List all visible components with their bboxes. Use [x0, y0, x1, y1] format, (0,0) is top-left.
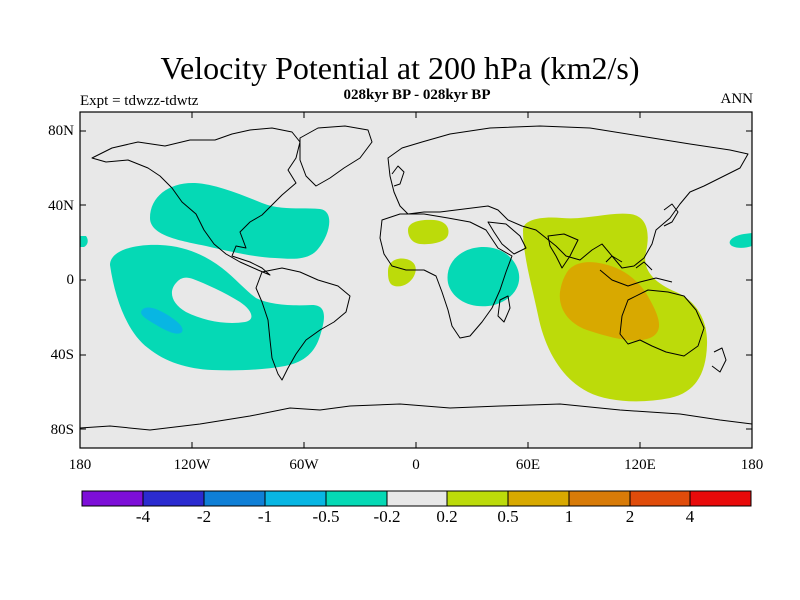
lon-tick-180e: 180: [740, 457, 764, 473]
colorbar: [81, 490, 752, 507]
lat-tick-40s: 40S: [50, 347, 74, 363]
map-title: Velocity Potential at 200 hPa (km2/s): [160, 50, 640, 86]
positive-region-west-africa: [388, 258, 416, 287]
lat-tick-0: 0: [66, 272, 75, 288]
colorbar-label: 4: [685, 507, 695, 526]
colorbar-swatch: [447, 491, 508, 506]
coastline-europe-asia: [387, 125, 749, 269]
lon-tick-60e: 60E: [515, 457, 541, 473]
coastline-indonesia: [599, 255, 673, 287]
colorbar-label: -0.2: [373, 507, 401, 526]
colorbar-swatch: [82, 491, 143, 506]
colorbar-swatch: [690, 491, 751, 506]
coastline-north-america: [91, 127, 301, 276]
lon-tick-60w: 60W: [289, 457, 319, 473]
experiment-label: Expt = tdwzz-tdwtz: [80, 93, 199, 109]
negative-region-east-edge: [729, 233, 752, 248]
colorbar-frame: [81, 490, 752, 507]
negative-anomaly-regions: [80, 182, 752, 371]
colorbar-swatch: [204, 491, 265, 506]
colorbar-swatch: [387, 491, 447, 506]
colorbar-label: 0.5: [497, 507, 519, 526]
period-label: ANN: [720, 91, 754, 107]
positive-anomaly-regions: [388, 213, 708, 402]
coastline-new-zealand: [711, 347, 727, 373]
negative-region-east-pacific: [110, 244, 324, 371]
coastlines: [79, 125, 753, 431]
coastline-arabia: [487, 221, 527, 255]
coastline-madagascar: [497, 295, 511, 323]
lat-tick-40n: 40N: [48, 198, 74, 214]
colorbar-label: -1: [257, 507, 273, 526]
colorbar-label: 2: [625, 507, 635, 526]
lat-tick-80n: 80N: [48, 123, 74, 139]
coastline-japan: [663, 203, 679, 227]
map-panel: [79, 111, 753, 449]
colorbar-swatch: [143, 491, 204, 506]
colorbar-swatch: [265, 491, 326, 506]
coastline-south-america: [255, 267, 351, 381]
lat-tick-80s: 80S: [50, 422, 74, 438]
tick-marks: [80, 112, 752, 448]
negative-region-north-america: [150, 182, 330, 259]
positive-region-north-africa: [408, 219, 449, 245]
lon-tick-120w: 120W: [173, 457, 211, 473]
coastline-uk: [391, 165, 405, 187]
colorbar-label: -2: [196, 507, 212, 526]
negative-region-east-africa: [447, 246, 520, 307]
coastline-australia: [619, 289, 705, 357]
lon-tick-180w: 180: [68, 457, 92, 473]
lon-tick-120e: 120E: [624, 457, 656, 473]
colorbar-label: 1: [564, 507, 574, 526]
negative-region-core: [141, 307, 183, 334]
positive-region-core: [559, 262, 660, 341]
colorbar-swatch: [326, 491, 387, 506]
map-subtitle: 028kyr BP - 028kyr BP: [343, 87, 491, 103]
negative-region-west-edge: [80, 236, 88, 247]
coastline-africa: [379, 213, 513, 339]
colorbar-swatch: [630, 491, 690, 506]
colorbar-label: -4: [135, 507, 151, 526]
coastline-antarctica: [79, 403, 753, 431]
lon-tick-0: 0: [412, 457, 420, 473]
colorbar-swatch: [569, 491, 630, 506]
colorbar-label: 0.2: [436, 507, 458, 526]
coastline-greenland: [299, 125, 373, 187]
coastline-india: [547, 233, 579, 269]
colorbar-label: -0.5: [312, 507, 340, 526]
colorbar-swatch: [508, 491, 569, 506]
